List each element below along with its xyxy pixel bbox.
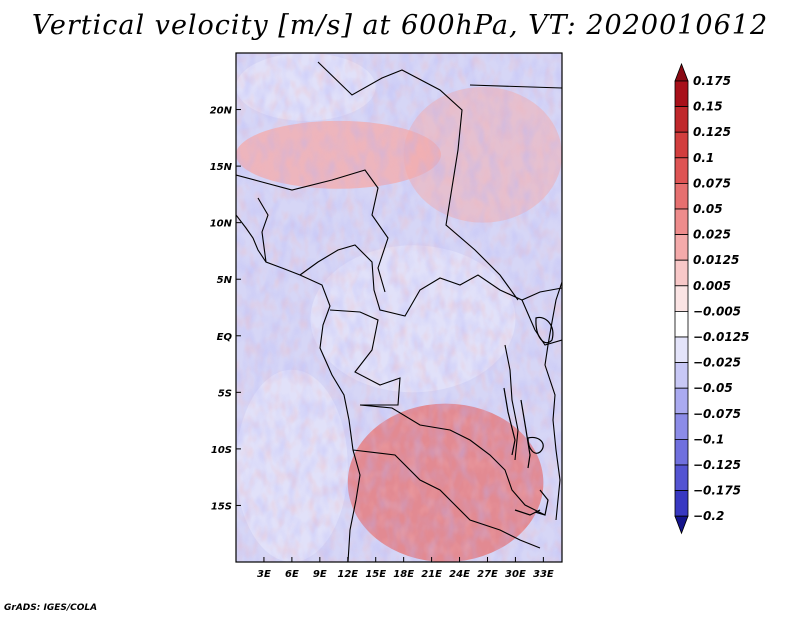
colorbar-label: 0.15: [693, 100, 723, 114]
colorbar-bin: [674, 285, 689, 312]
noise-positive: [236, 53, 562, 562]
velocity-field: [236, 53, 562, 562]
colorbar-bin: [674, 80, 689, 108]
coastline-west: [236, 214, 361, 562]
map-frame: [235, 52, 563, 563]
colorbar-bin: [674, 234, 689, 261]
x-tick-label: 27E: [477, 569, 498, 580]
border-central: [299, 244, 562, 317]
colorbar-label: 0.175: [693, 74, 731, 88]
colorbar-bin: [674, 464, 689, 492]
x-axis: 3E 6E 9E 12E 15E 18E 21E 24E 27E 30E 33E: [257, 557, 554, 580]
lakes: [503, 316, 554, 516]
colorbar-bin: [674, 182, 689, 210]
y-tick-label: 15S: [211, 501, 232, 512]
y-tick-label: 20N: [210, 106, 233, 117]
colorbar-label: 0.075: [693, 176, 731, 190]
y-tick-label: 5S: [218, 388, 232, 399]
border-north-east: [469, 84, 562, 89]
x-tick-label: 3E: [257, 569, 271, 580]
colorbar-label: −0.2: [693, 509, 724, 523]
colorbar-bin: [674, 362, 689, 389]
colorbar-label: −0.005: [693, 304, 741, 318]
colorbar-label: 0.025: [693, 228, 731, 242]
colorbar-bin: [674, 131, 689, 159]
colorbar-bin: [674, 310, 689, 338]
colorbar-bin: [674, 157, 689, 184]
y-axis: 20N 15N 10N 5N EQ 5S 10S 15S: [210, 106, 241, 512]
x-tick-label: 18E: [393, 569, 414, 580]
colorbar-bottom-arrow: [674, 515, 689, 535]
x-tick-label: 24E: [449, 569, 470, 580]
colorbar-label: 0.0125: [693, 253, 739, 267]
border-chad-cameroon: [257, 197, 269, 263]
y-tick-label: 5N: [217, 275, 233, 286]
colorbar-label: −0.025: [693, 356, 741, 370]
y-tick-label: 15N: [210, 162, 233, 173]
colorbar-label: −0.125: [693, 458, 741, 472]
x-tick-label: 21E: [421, 569, 442, 580]
chart-title: Vertical velocity [m/s] at 600hPa, VT: 2…: [31, 10, 769, 41]
colorbar-bin: [674, 208, 689, 236]
x-tick-label: 15E: [365, 569, 386, 580]
colorbar-label: −0.05: [693, 381, 733, 395]
y-tick-label: 10S: [211, 445, 232, 456]
border-east-lakes: [504, 344, 519, 461]
y-tick-label: EQ: [217, 332, 233, 343]
colorbar-bin: [674, 387, 689, 415]
colorbar-label: 0.005: [693, 279, 731, 293]
colorbar-label: −0.075: [693, 407, 741, 421]
colorbar-bin: [674, 259, 689, 287]
border-congo: [329, 309, 401, 406]
x-tick-label: 33E: [533, 569, 554, 580]
colorbar-label: 0.05: [693, 202, 723, 216]
border-niger-chad: [236, 169, 389, 293]
x-tick-label: 30E: [505, 569, 526, 580]
colorbar-bin: [674, 106, 689, 133]
x-tick-label: 12E: [337, 569, 358, 580]
border-sahara: [317, 61, 519, 301]
colorbar-label: −0.175: [693, 484, 741, 498]
border-drc-south: [359, 404, 546, 516]
colorbar-bin: [674, 438, 689, 466]
colorbar-label: 0.125: [693, 125, 731, 139]
y-tick-label: 10N: [210, 219, 233, 230]
colorbar-top-arrow: [674, 62, 689, 82]
colorbar-bin: [674, 413, 689, 440]
colorbar-label: 0.1: [693, 151, 714, 165]
colorbar: 0.175 0.15 0.125 0.1 0.075 0.05 0.025 0.0125 0.0…: [674, 62, 749, 535]
colorbar-bin: [674, 490, 689, 517]
colorbar-label: −0.1: [693, 432, 724, 446]
border-angola: [352, 449, 541, 549]
grads-credit: GrADS: IGES/COLA: [4, 603, 98, 613]
colorbar-bin: [674, 336, 689, 364]
x-tick-label: 6E: [285, 569, 299, 580]
colorbar-label: −0.0125: [693, 330, 749, 344]
x-tick-label: 9E: [313, 569, 327, 580]
coastline-east: [544, 281, 562, 521]
